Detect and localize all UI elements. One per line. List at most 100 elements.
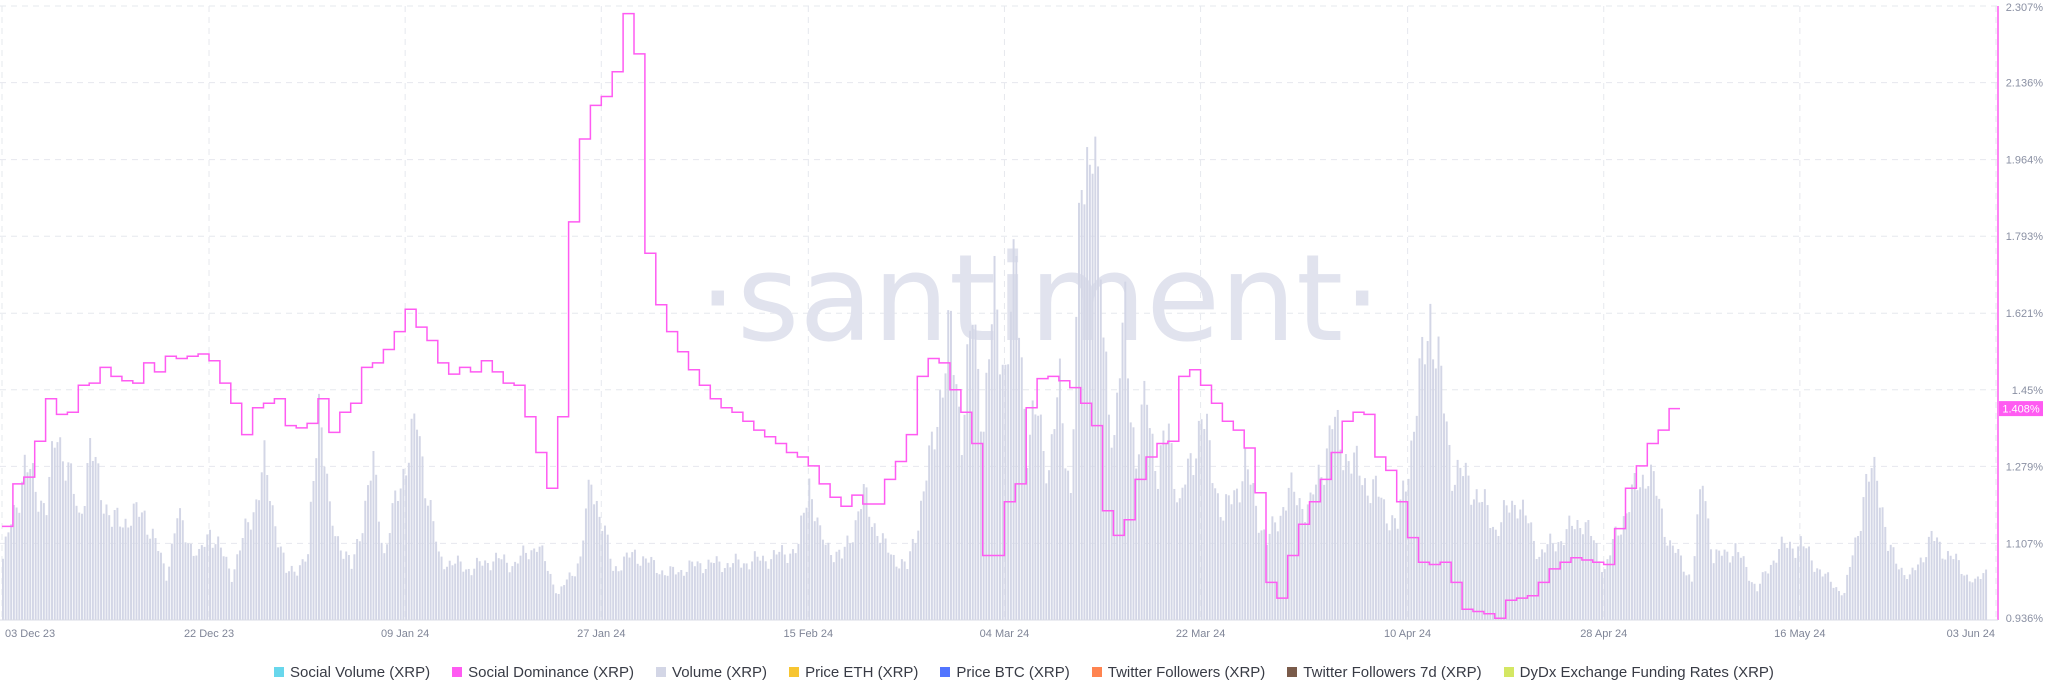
volume-bar [1726, 551, 1729, 620]
volume-bar [813, 521, 816, 620]
volume-bar [1677, 549, 1680, 620]
volume-bar [1222, 520, 1225, 620]
volume-bar [1821, 576, 1824, 620]
volume-bar [37, 511, 40, 620]
volume-bar [609, 558, 612, 620]
volume-bar [290, 565, 293, 620]
volume-bar [797, 543, 800, 620]
volume-bar [1857, 536, 1860, 620]
volume-bar [1832, 587, 1835, 620]
volume-bar [399, 488, 402, 620]
volume-bar [1091, 173, 1094, 621]
volume-bar [407, 462, 410, 620]
legend-item-social-volume[interactable]: Social Volume (XRP) [274, 664, 430, 681]
volume-bar [1848, 566, 1851, 620]
volume-bar [617, 571, 620, 620]
volume-bar [429, 500, 432, 620]
volume-bar [1669, 540, 1672, 620]
volume-bar [1906, 579, 1909, 620]
volume-bar [1020, 357, 1023, 620]
volume-bar [1233, 490, 1236, 620]
volume-bar [767, 568, 770, 620]
social-dominance-line[interactable] [2, 12, 1680, 619]
volume-bar [244, 518, 247, 620]
x-tick-label: 28 Apr 24 [1580, 628, 1627, 640]
x-tick-label: 15 Feb 24 [784, 628, 834, 640]
legend-item-dydx-funding-rates[interactable]: DyDx Exchange Funding Rates (XRP) [1503, 664, 1774, 681]
volume-bar [1377, 496, 1380, 620]
volume-bar [1633, 473, 1636, 620]
volume-bar [1671, 545, 1674, 620]
volume-bar [1680, 555, 1682, 620]
volume-bar [879, 542, 882, 620]
volume-bar [1007, 364, 1010, 620]
volume-bar [230, 581, 233, 620]
volume-bar [1118, 378, 1121, 620]
legend-item-social-dominance[interactable]: Social Dominance (XRP) [452, 664, 634, 681]
volume-bar [1094, 136, 1097, 620]
volume-bar [952, 375, 955, 620]
volume-bar [1543, 552, 1546, 620]
volume-bar [707, 559, 710, 620]
volume-bar [1693, 556, 1696, 620]
volume-bar [824, 544, 827, 620]
volume-bar [1143, 380, 1146, 620]
volume-bar [1200, 419, 1203, 620]
x-tick-label: 03 Jun 24 [1947, 628, 1995, 640]
volume-bar [1840, 595, 1843, 620]
volume-bar [1786, 547, 1789, 620]
legend-label: Volume (XRP) [672, 663, 768, 681]
legend-item-volume[interactable]: Volume (XRP) [656, 664, 767, 681]
volume-bar [1279, 515, 1282, 620]
volume-bar [274, 526, 277, 620]
volume-bar [1685, 575, 1688, 620]
volume-bar [113, 510, 116, 620]
volume-bar [1900, 567, 1903, 620]
volume-bar [530, 550, 533, 620]
volume-bar [1132, 427, 1135, 620]
volume-bar [268, 501, 271, 620]
volume-bar [1799, 536, 1802, 620]
last-value-badge: 1.408% [1999, 401, 2043, 417]
volume-bar [1241, 481, 1244, 620]
volume-bar [816, 517, 819, 620]
volume-bar [941, 397, 944, 620]
volume-bar [331, 525, 334, 620]
volume-bar [1502, 500, 1505, 620]
volume-bar [219, 547, 222, 620]
volume-bar [345, 551, 348, 620]
volume-bar [119, 526, 122, 620]
volume-bar [944, 373, 947, 620]
volume-bar [1846, 574, 1849, 620]
volume-bar [446, 566, 448, 620]
volume-bar [67, 462, 70, 620]
volume-bar [70, 463, 73, 620]
volume-bar [971, 324, 974, 620]
volume-bar [1908, 574, 1911, 620]
legend-item-twitter-followers[interactable]: Twitter Followers (XRP) [1091, 664, 1265, 681]
volume-bar [677, 572, 680, 620]
volume-bar [1421, 336, 1424, 620]
volume-bar [59, 437, 62, 620]
volume-bar [1056, 397, 1059, 620]
volume-bar [309, 501, 312, 620]
x-tick-label: 16 May 24 [1774, 628, 1825, 640]
volume-bar [751, 561, 754, 620]
volume-bar [1249, 484, 1252, 620]
volume-bar [1636, 490, 1639, 620]
legend-item-twitter-followers-7d[interactable]: Twitter Followers 7d (XRP) [1287, 664, 1482, 681]
volume-bar [184, 542, 187, 620]
volume-bar [1298, 498, 1301, 620]
volume-bar [181, 520, 184, 620]
legend-item-price-eth[interactable]: Price ETH (XRP) [789, 664, 918, 681]
volume-bar [1467, 475, 1470, 620]
volume-bar [928, 445, 931, 620]
volume-bar [1127, 378, 1129, 620]
legend-item-price-btc[interactable]: Price BTC (XRP) [940, 664, 1070, 681]
volume-bar [195, 555, 198, 620]
volume-bar [522, 545, 525, 620]
volume-bar [1124, 281, 1127, 620]
volume-bar [1464, 462, 1467, 620]
volume-bar [557, 593, 560, 620]
volume-bar [1628, 512, 1631, 620]
